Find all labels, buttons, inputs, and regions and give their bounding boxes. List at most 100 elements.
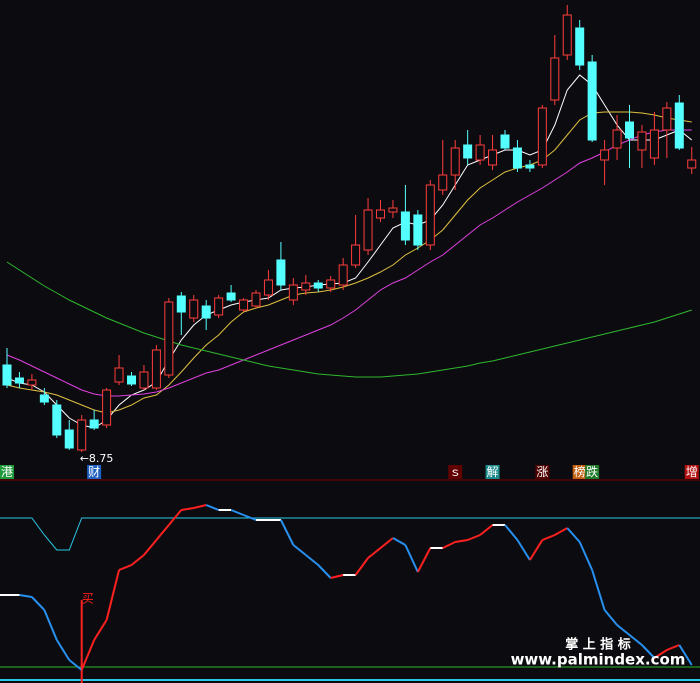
indicator-segment xyxy=(305,554,319,566)
candle-body xyxy=(388,207,398,213)
candle-body xyxy=(313,282,323,289)
candle-body xyxy=(139,371,149,389)
candle-body xyxy=(2,364,12,386)
candle-body xyxy=(151,349,161,389)
candle-body xyxy=(102,389,112,426)
candle-body xyxy=(512,147,522,169)
candle-body xyxy=(413,214,423,246)
indicator-segment xyxy=(330,574,344,579)
candle-body xyxy=(625,121,634,139)
indicator-segment xyxy=(392,537,406,546)
candle-body xyxy=(301,282,311,291)
candle-body xyxy=(537,107,547,166)
ma-line xyxy=(6,111,692,414)
candle-body xyxy=(127,375,136,385)
indicator-segment xyxy=(442,541,456,549)
event-badge xyxy=(485,465,500,479)
watermark-title: 掌 上 指 标 xyxy=(565,637,631,653)
candle-body xyxy=(263,279,273,296)
candle-body xyxy=(438,174,448,191)
event-badge xyxy=(0,465,14,479)
ma-line xyxy=(6,74,693,429)
indicator-segment xyxy=(280,519,295,546)
event-badge xyxy=(572,465,587,479)
indicator-segment xyxy=(181,507,194,511)
candle-body xyxy=(363,209,373,251)
indicator-segment xyxy=(616,624,631,636)
event-badge xyxy=(448,465,463,479)
event-badge xyxy=(585,465,600,479)
indicator-segment xyxy=(31,596,46,611)
indicator-segment xyxy=(678,644,693,666)
indicator-segment xyxy=(205,504,220,511)
indicator-segment xyxy=(541,534,556,541)
indicator-segment xyxy=(455,539,468,543)
candle-body xyxy=(687,159,697,169)
indicator-segment xyxy=(230,509,244,516)
indicator-segment xyxy=(404,544,419,573)
indicator-segment xyxy=(591,569,606,611)
indicator-segment xyxy=(379,537,394,549)
indicator-segment xyxy=(168,509,183,526)
upper-band xyxy=(0,517,700,551)
indicator-segment xyxy=(243,514,257,521)
watermark-url: www.palmindex.com xyxy=(511,651,686,669)
ma-line xyxy=(6,261,692,378)
candle-body xyxy=(562,14,572,56)
indicator-segment xyxy=(292,544,307,556)
candle-body xyxy=(14,377,24,384)
candle-body xyxy=(226,292,236,301)
indicator-segment xyxy=(603,609,618,626)
indicator-segment xyxy=(43,609,58,641)
candle-body xyxy=(288,284,298,301)
candle-body xyxy=(214,297,224,316)
candle-body xyxy=(575,27,585,66)
candle-body xyxy=(27,379,37,386)
indicator-segment xyxy=(516,539,531,561)
candle-body xyxy=(475,144,485,161)
indicator-segment xyxy=(118,564,132,571)
indicator-segment xyxy=(68,659,83,671)
event-label: 涨 xyxy=(536,464,548,479)
candle-body xyxy=(89,419,99,429)
candle-body xyxy=(525,164,535,169)
candle-body xyxy=(612,129,622,149)
candle-body xyxy=(463,144,473,159)
indicator-segment xyxy=(666,644,680,651)
candle-body xyxy=(351,244,361,266)
low-annotation: ←8.75 xyxy=(80,452,114,465)
indicator-segment xyxy=(367,547,382,559)
event-label: 港 xyxy=(1,465,13,479)
candle-body xyxy=(239,299,249,311)
indicator-segment xyxy=(641,644,656,659)
candle-body xyxy=(276,259,286,286)
ma-line xyxy=(6,129,692,397)
event-badge xyxy=(535,465,550,479)
indicator-segment xyxy=(578,541,594,571)
candle-body xyxy=(176,295,186,313)
indicator-segment xyxy=(354,557,369,576)
candle-body xyxy=(376,209,385,219)
indicator-segment xyxy=(554,527,568,536)
candle-body xyxy=(114,367,124,383)
event-badge xyxy=(684,465,699,479)
indicator-segment xyxy=(143,539,158,556)
candle-body xyxy=(338,264,348,286)
indicator-segment xyxy=(193,504,207,509)
candle-body xyxy=(649,129,659,159)
event-label: 跌 xyxy=(586,464,598,479)
candle-body xyxy=(39,394,49,403)
indicator-segment xyxy=(479,524,494,536)
candle-body xyxy=(164,301,174,376)
indicator-segment xyxy=(55,639,71,661)
indicator-segment xyxy=(130,554,145,566)
indicator-segment xyxy=(628,634,643,646)
event-label: 解 xyxy=(487,465,499,479)
indicator-segment xyxy=(467,534,481,541)
event-label: ｓ xyxy=(449,465,461,479)
event-label: 增 xyxy=(686,465,698,479)
candle-body xyxy=(400,211,410,241)
event-badge xyxy=(87,465,102,479)
indicator-segment xyxy=(653,649,668,659)
candle-body xyxy=(201,305,211,319)
